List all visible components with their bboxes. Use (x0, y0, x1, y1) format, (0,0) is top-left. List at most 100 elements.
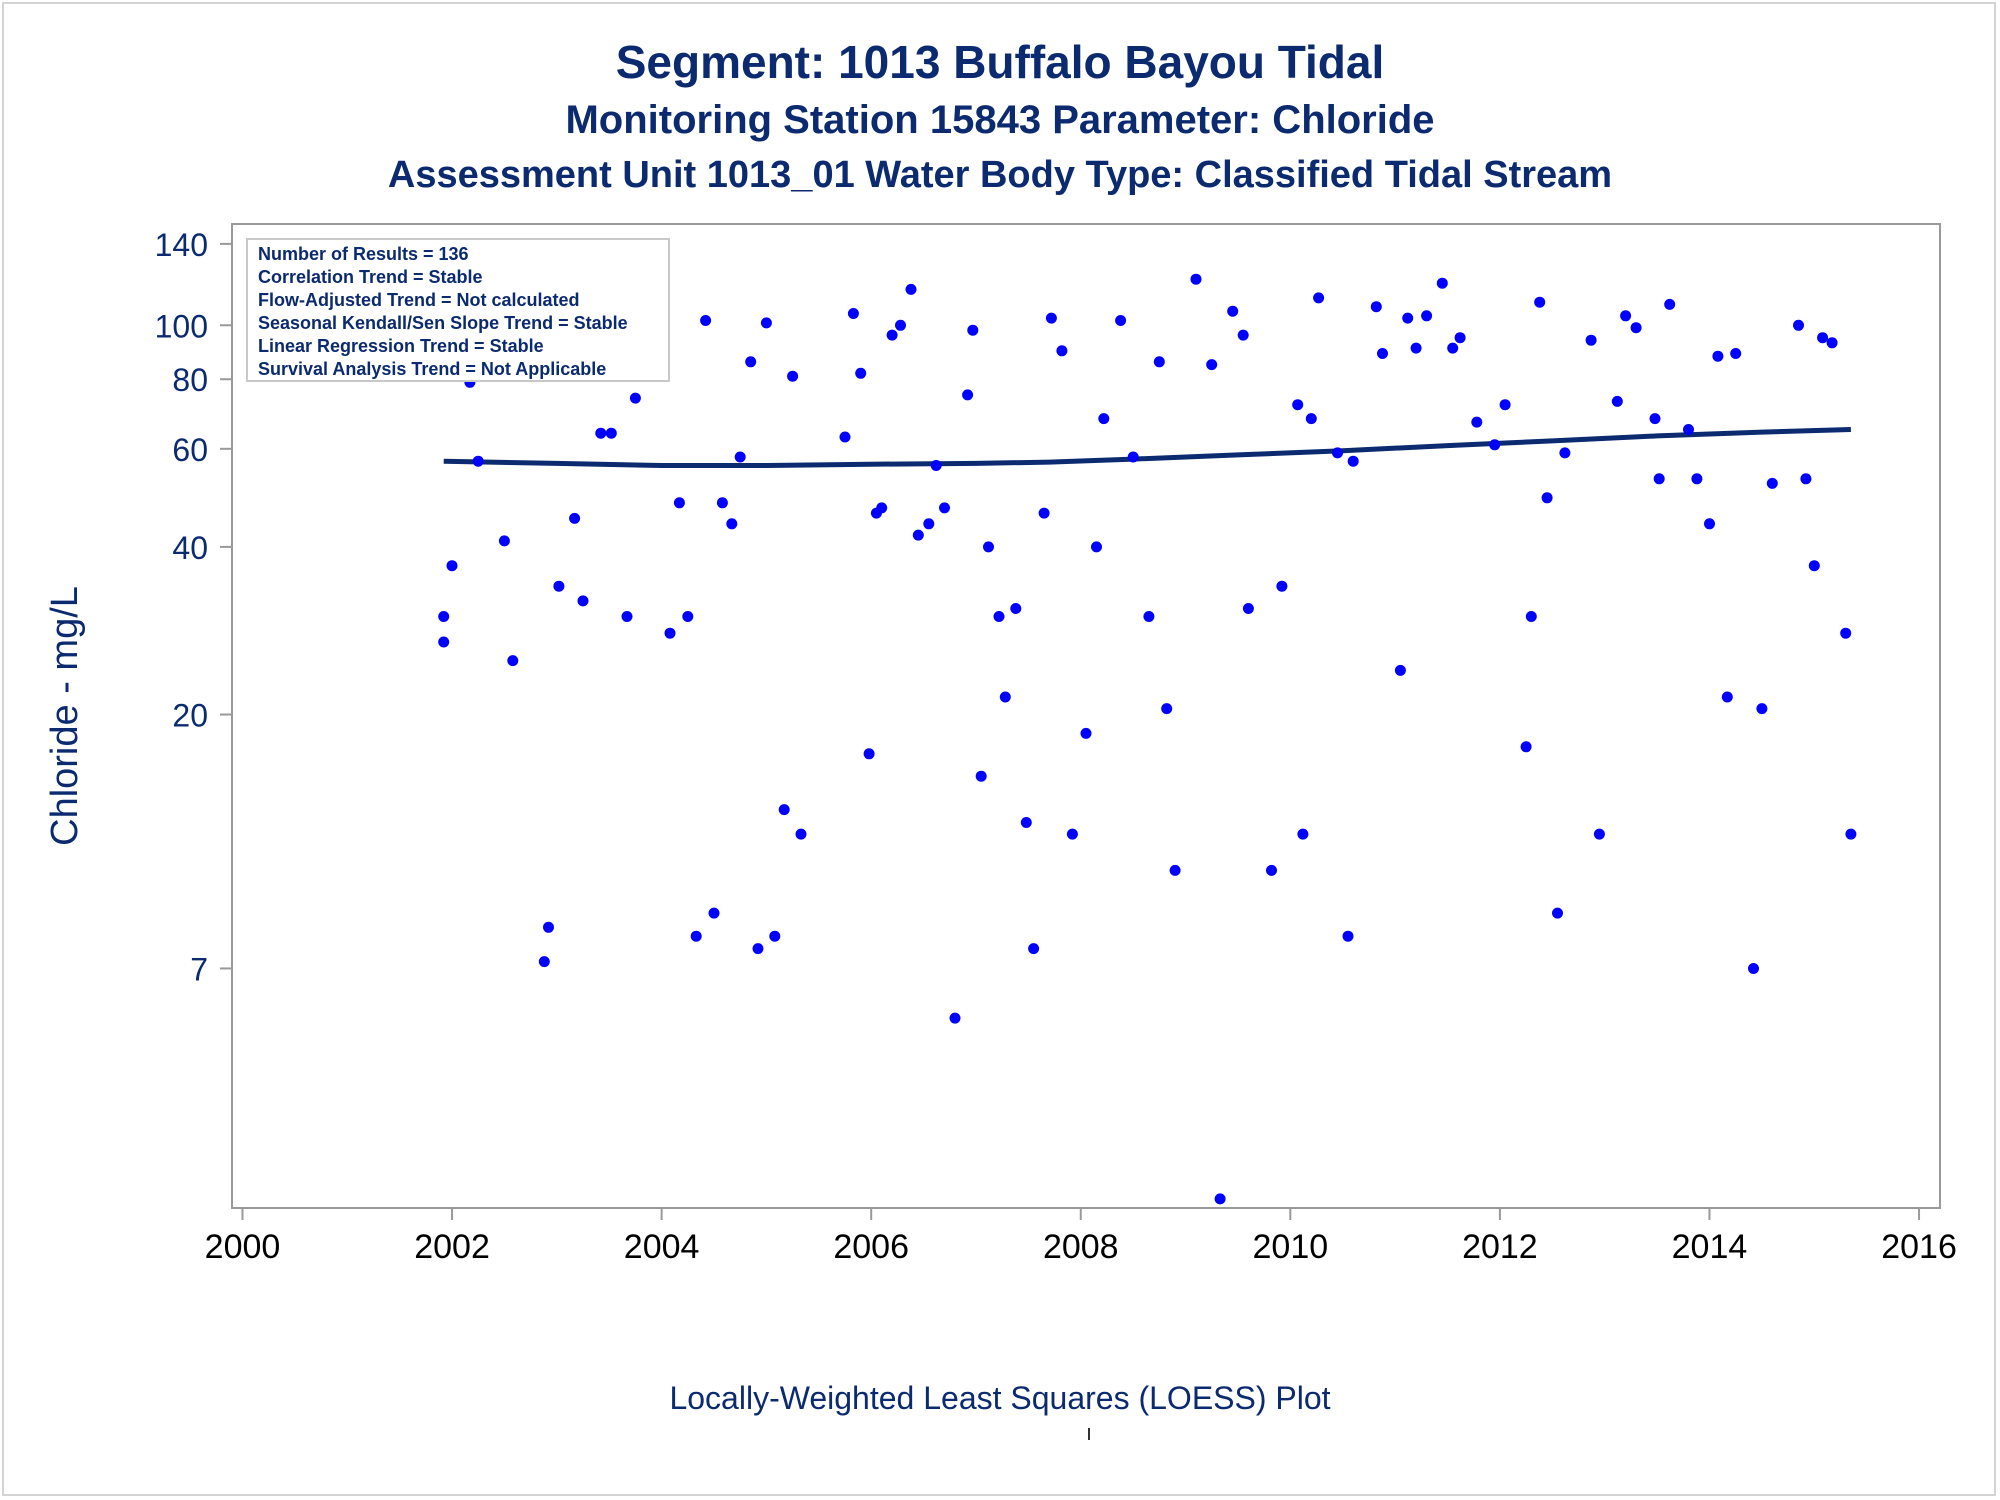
data-point (983, 541, 994, 553)
chart-title: Segment: 1013 Buffalo Bayou Tidal (615, 36, 1385, 88)
data-point (673, 497, 685, 509)
data-point (787, 370, 799, 382)
data-point (975, 770, 987, 782)
data-point (1394, 664, 1406, 676)
data-point (1593, 828, 1605, 840)
data-point (886, 329, 898, 341)
data-point (1377, 348, 1388, 359)
data-point (1454, 332, 1466, 344)
data-point (1342, 930, 1354, 942)
x-axis: 2000 2002 2004 2006 2008 2010 2012 2014 2016 (205, 1208, 1957, 1266)
data-point (1520, 741, 1532, 753)
data-point (1793, 319, 1804, 331)
data-point (543, 921, 554, 933)
data-point (863, 748, 875, 760)
data-point (855, 367, 867, 379)
stats-line: Seasonal Kendall/Sen Slope Trend = Stabl… (258, 313, 628, 333)
data-point (1066, 828, 1078, 840)
data-point (949, 1012, 961, 1024)
data-point (993, 611, 1005, 622)
y-tick-label: 80 (172, 362, 208, 398)
x-tick-label: 2004 (624, 1228, 700, 1266)
data-point (1237, 329, 1249, 341)
data-point (1143, 611, 1155, 622)
data-point (1292, 399, 1304, 411)
data-point (1206, 359, 1218, 371)
data-point (1153, 356, 1165, 368)
data-point (708, 907, 720, 919)
data-point (1766, 477, 1778, 489)
data-point (1038, 507, 1050, 519)
x-tick-label: 2006 (833, 1228, 909, 1266)
data-point (1370, 301, 1382, 313)
data-point (1826, 337, 1838, 349)
data-point (895, 319, 906, 331)
data-point (690, 930, 702, 942)
data-point (1276, 580, 1288, 592)
data-point (752, 943, 764, 955)
stats-line: Flow-Adjusted Trend = Not calculated (258, 290, 580, 310)
data-point (923, 518, 935, 530)
data-point (1649, 413, 1661, 425)
data-point (1080, 727, 1092, 739)
data-point (905, 283, 917, 295)
y-tick-label: 20 (172, 698, 208, 734)
data-point (664, 627, 676, 639)
data-point (1161, 703, 1173, 715)
data-point (682, 611, 694, 622)
data-point (498, 535, 510, 547)
data-point (939, 502, 950, 514)
footnote-mark (1088, 1428, 1090, 1440)
loess-trend-line (443, 427, 1851, 468)
data-point (1028, 943, 1040, 955)
data-point (1630, 322, 1642, 334)
data-point (1447, 342, 1459, 354)
data-point (1756, 703, 1768, 715)
data-point (577, 595, 589, 607)
data-point (553, 580, 565, 592)
data-point (1712, 350, 1724, 362)
data-point (538, 956, 550, 968)
data-point (962, 389, 974, 401)
y-tick-label: 7 (190, 951, 208, 987)
data-point (1410, 342, 1422, 354)
data-point (912, 529, 924, 541)
data-point (595, 427, 607, 439)
data-point (1045, 312, 1057, 324)
trend-line-path (443, 427, 1851, 468)
data-point (1845, 828, 1857, 840)
data-point (1305, 413, 1317, 425)
data-point (726, 518, 738, 530)
data-point (1730, 348, 1742, 359)
data-point (1020, 817, 1032, 828)
data-point (1266, 864, 1277, 876)
data-point (1227, 305, 1239, 317)
data-point (1190, 273, 1202, 285)
data-point (507, 655, 519, 667)
x-tick-label: 2002 (414, 1228, 490, 1266)
data-point (1704, 518, 1715, 530)
y-axis: 140 100 80 60 40 20 7 (155, 227, 232, 987)
data-point (716, 497, 728, 509)
data-point (745, 356, 757, 368)
data-point (1552, 907, 1563, 919)
data-point (930, 460, 942, 471)
data-point (1098, 413, 1110, 425)
data-point (778, 804, 790, 816)
y-tick-label: 140 (155, 227, 208, 263)
chart-footnote: Locally-Weighted Least Squares (LOESS) P… (669, 1380, 1331, 1416)
data-point (1347, 455, 1359, 467)
data-point (438, 636, 450, 648)
data-point (1127, 451, 1139, 463)
data-point (1808, 560, 1820, 572)
x-tick-label: 2010 (1253, 1228, 1329, 1266)
data-point (1471, 416, 1483, 428)
chart-subtitle-2: Assessment Unit 1013_01 Water Body Type:… (387, 154, 1613, 196)
stats-line: Number of Results = 136 (258, 244, 469, 264)
data-point (605, 427, 617, 439)
data-point (1499, 399, 1511, 411)
data-point (1534, 296, 1546, 308)
data-point (629, 392, 641, 404)
